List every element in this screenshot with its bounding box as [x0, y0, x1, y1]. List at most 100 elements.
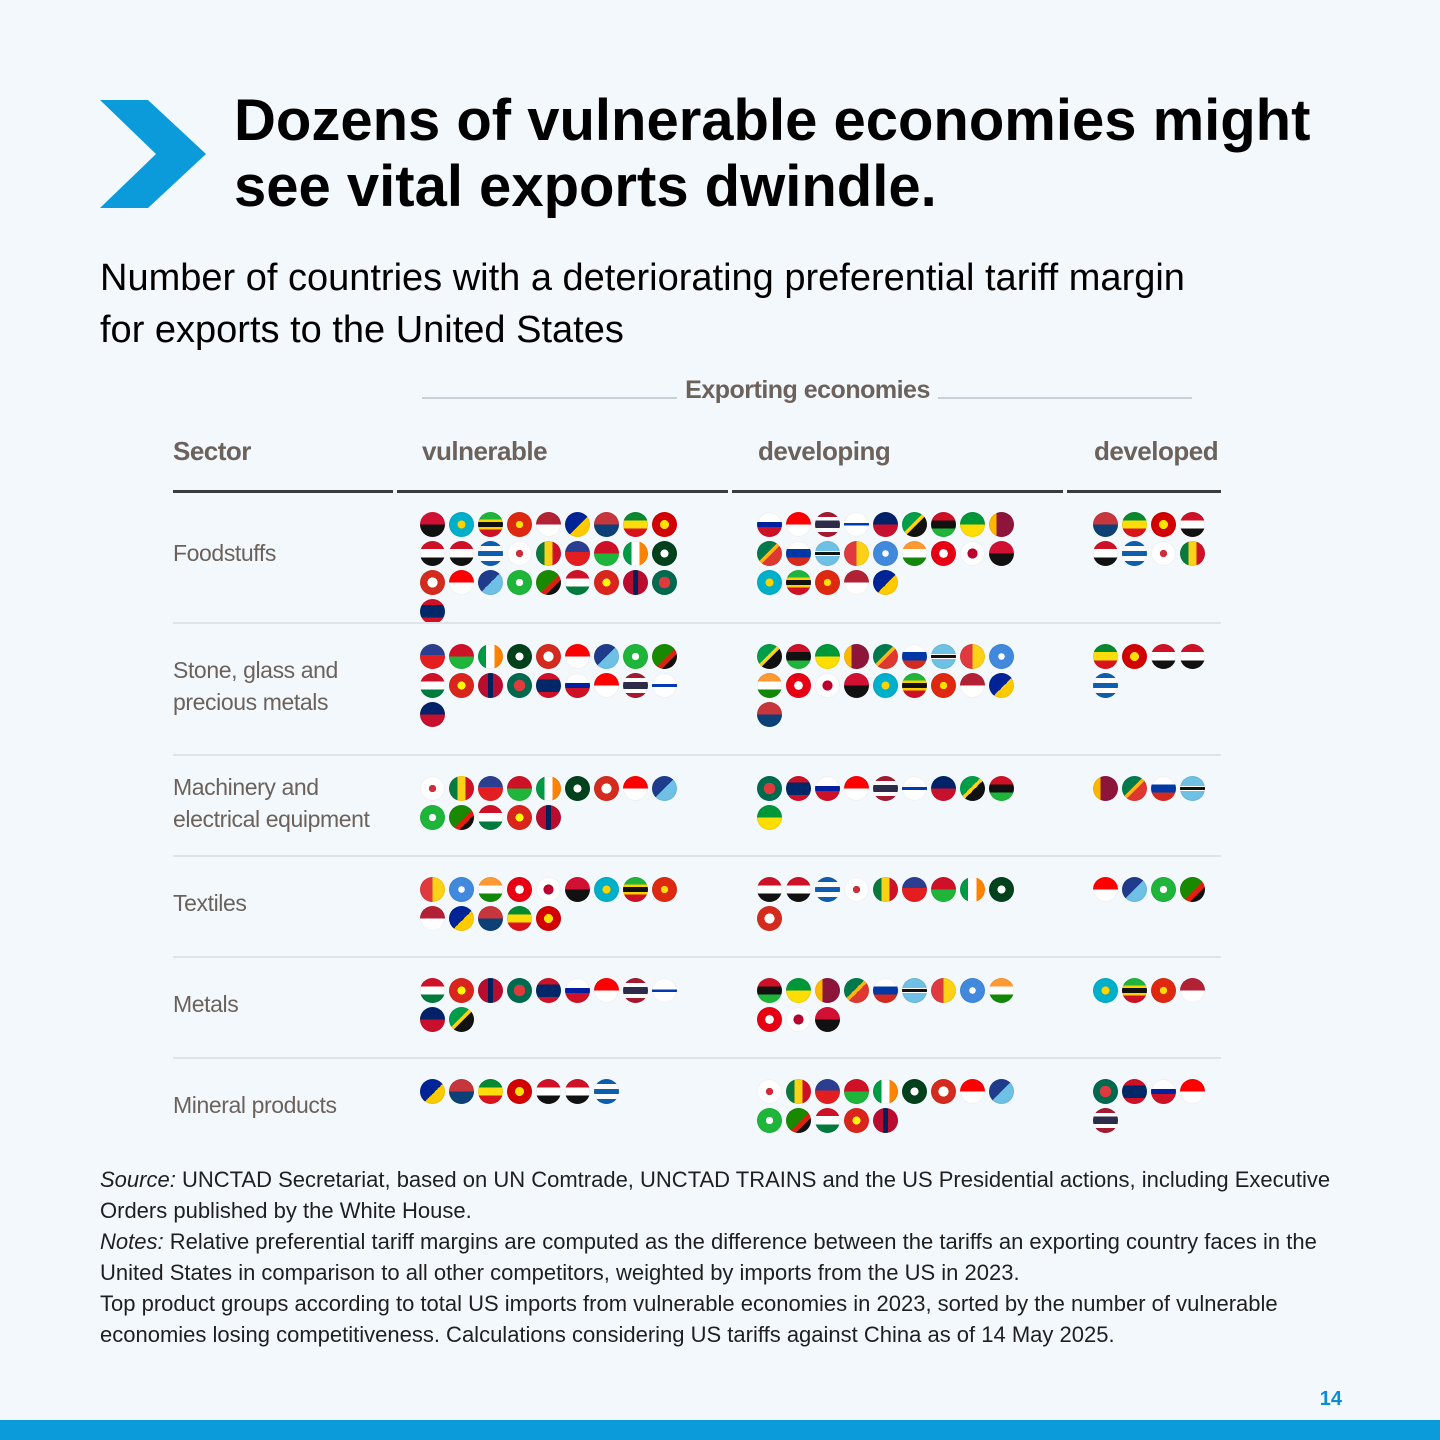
- sector-label: Metals: [173, 991, 239, 1017]
- country-flag-icon: [786, 541, 811, 566]
- header-rule-developed: [1067, 490, 1221, 493]
- country-flag-icon: [757, 570, 782, 595]
- country-flag-icon: [902, 776, 927, 801]
- country-flag-icon: [931, 877, 956, 902]
- country-flag-icon: [1180, 877, 1205, 902]
- country-flag-icon: [902, 1079, 927, 1104]
- country-flag-icon: [1151, 978, 1176, 1003]
- country-flag-icon: [594, 877, 619, 902]
- country-flag-icon: [449, 906, 474, 931]
- country-flag-icon: [536, 673, 561, 698]
- notes-text: Relative preferential tariff margins are…: [100, 1229, 1317, 1285]
- country-flag-icon: [1093, 673, 1118, 698]
- country-flag-icon: [478, 877, 503, 902]
- country-flag-icon: [844, 512, 869, 537]
- country-flag-icon: [873, 570, 898, 595]
- country-flag-icon: [594, 541, 619, 566]
- country-flag-icon: [757, 1079, 782, 1104]
- country-flag-icon: [623, 541, 648, 566]
- country-flag-icon: [420, 599, 445, 624]
- flag-group-developing: [757, 978, 1027, 1032]
- country-flag-icon: [652, 673, 677, 698]
- country-flag-icon: [786, 1079, 811, 1104]
- country-flag-icon: [449, 541, 474, 566]
- country-flag-icon: [536, 512, 561, 537]
- country-flag-icon: [757, 673, 782, 698]
- country-flag-icon: [1093, 541, 1118, 566]
- page-title: Dozens of vulnerable economies might see…: [234, 88, 1311, 219]
- country-flag-icon: [1151, 1079, 1176, 1104]
- country-flag-icon: [623, 978, 648, 1003]
- country-flag-icon: [757, 877, 782, 902]
- country-flag-icon: [786, 673, 811, 698]
- country-flag-icon: [478, 644, 503, 669]
- country-flag-icon: [1093, 776, 1118, 801]
- country-flag-icon: [931, 978, 956, 1003]
- country-flag-icon: [565, 1079, 590, 1104]
- country-flag-icon: [1151, 776, 1176, 801]
- country-flag-icon: [507, 906, 532, 931]
- country-flag-icon: [960, 541, 985, 566]
- country-flag-icon: [1093, 1108, 1118, 1133]
- source-notes: Source: UNCTAD Secretariat, based on UN …: [100, 1164, 1340, 1350]
- country-flag-icon: [931, 541, 956, 566]
- flag-group-developed: [1093, 877, 1213, 902]
- country-flag-icon: [507, 805, 532, 830]
- flag-group-developing: [757, 644, 1027, 727]
- country-flag-icon: [420, 702, 445, 727]
- country-flag-icon: [507, 570, 532, 595]
- country-flag-icon: [815, 978, 840, 1003]
- country-flag-icon: [873, 644, 898, 669]
- flag-group-developed: [1093, 1079, 1213, 1133]
- country-flag-icon: [844, 776, 869, 801]
- country-flag-icon: [478, 906, 503, 931]
- flag-group-vulnerable: [420, 978, 690, 1032]
- sector-label: Mineral products: [173, 1092, 337, 1118]
- country-flag-icon: [1180, 978, 1205, 1003]
- country-flag-icon: [449, 1007, 474, 1032]
- source-text: UNCTAD Secretariat, based on UN Comtrade…: [100, 1167, 1331, 1223]
- country-flag-icon: [420, 776, 445, 801]
- notes-label: Notes:: [100, 1229, 164, 1254]
- country-flag-icon: [1151, 512, 1176, 537]
- country-flag-icon: [989, 1079, 1014, 1104]
- flag-group-developing: [757, 512, 1027, 595]
- country-flag-icon: [594, 644, 619, 669]
- flag-group-vulnerable: [420, 1079, 690, 1104]
- country-flag-icon: [873, 877, 898, 902]
- country-flag-icon: [507, 673, 532, 698]
- country-flag-icon: [652, 512, 677, 537]
- source-paragraph: Source: UNCTAD Secretariat, based on UN …: [100, 1164, 1340, 1226]
- country-flag-icon: [844, 541, 869, 566]
- header-rule-left: [422, 397, 677, 399]
- country-flag-icon: [420, 1007, 445, 1032]
- country-flag-icon: [960, 776, 985, 801]
- country-flag-icon: [931, 512, 956, 537]
- country-flag-icon: [1151, 644, 1176, 669]
- country-flag-icon: [960, 673, 985, 698]
- country-flag-icon: [844, 570, 869, 595]
- chevron-icon: [100, 100, 206, 208]
- country-flag-icon: [873, 512, 898, 537]
- country-flag-icon: [902, 512, 927, 537]
- country-flag-icon: [815, 644, 840, 669]
- flag-group-developed: [1093, 776, 1213, 801]
- country-flag-icon: [786, 512, 811, 537]
- country-flag-icon: [815, 570, 840, 595]
- country-flag-icon: [536, 805, 561, 830]
- country-flag-icon: [902, 644, 927, 669]
- country-flag-icon: [1180, 541, 1205, 566]
- country-flag-icon: [1122, 877, 1147, 902]
- country-flag-icon: [1093, 1079, 1118, 1104]
- country-flag-icon: [757, 1007, 782, 1032]
- footer-bar: [0, 1420, 1440, 1440]
- country-flag-icon: [989, 978, 1014, 1003]
- flag-group-developed: [1093, 978, 1213, 1003]
- country-flag-icon: [478, 805, 503, 830]
- country-flag-icon: [815, 541, 840, 566]
- country-flag-icon: [1122, 1079, 1147, 1104]
- country-flag-icon: [594, 1079, 619, 1104]
- country-flag-icon: [478, 673, 503, 698]
- country-flag-icon: [536, 877, 561, 902]
- country-flag-icon: [815, 1079, 840, 1104]
